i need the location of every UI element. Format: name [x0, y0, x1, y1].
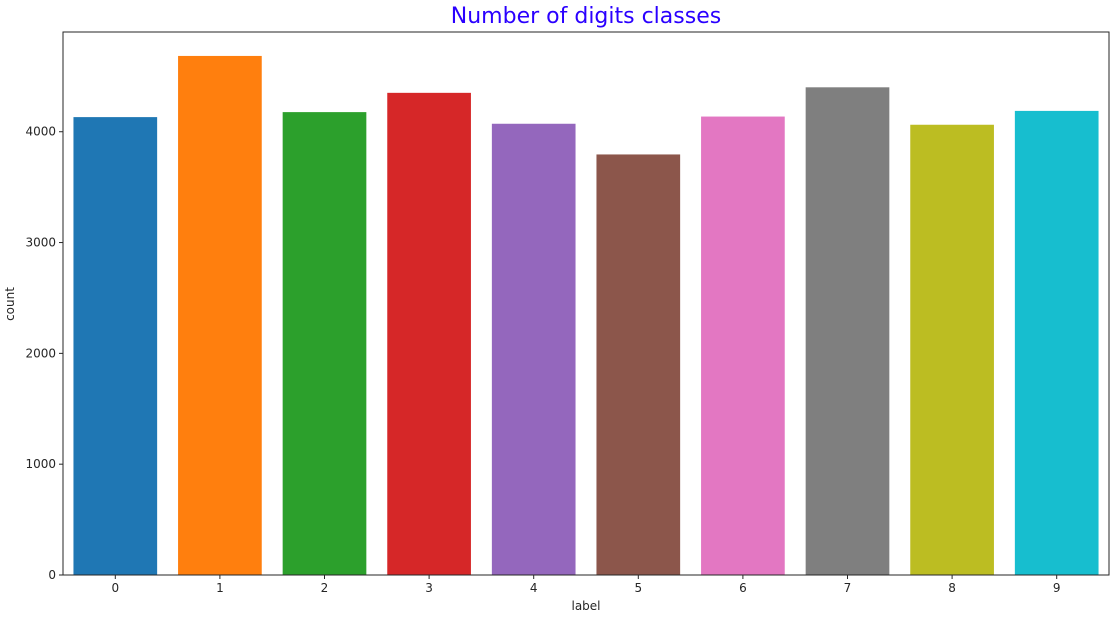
bar-9 — [1014, 110, 1099, 576]
x-tick-label: 7 — [844, 581, 852, 595]
x-tick-label: 8 — [948, 581, 956, 595]
bar-1 — [178, 55, 262, 575]
plot-area — [73, 55, 1099, 576]
bar-3 — [387, 92, 471, 575]
x-tick-label: 4 — [530, 581, 538, 595]
bar-8 — [910, 124, 994, 575]
bar-6 — [701, 116, 785, 576]
bar-0 — [73, 117, 158, 576]
x-tick-label: 0 — [111, 581, 119, 595]
x-axis-label: label — [571, 599, 600, 613]
y-tick-label: 4000 — [25, 125, 56, 139]
x-axis: 0 1 2 3 4 5 6 7 8 9 — [111, 575, 1061, 595]
bar-4 — [491, 123, 576, 575]
x-tick-label: 3 — [425, 581, 433, 595]
x-tick-label: 2 — [321, 581, 329, 595]
x-tick-label: 9 — [1053, 581, 1061, 595]
chart-title: Number of digits classes — [451, 4, 721, 29]
plot-frame — [62, 31, 1110, 576]
x-tick-label: 1 — [216, 581, 224, 595]
y-tick-label: 1000 — [25, 457, 56, 471]
x-tick-label: 5 — [634, 581, 642, 595]
x-tick-label: 6 — [739, 581, 747, 595]
y-tick-label: 3000 — [25, 236, 56, 250]
y-tick-label: 2000 — [25, 346, 56, 360]
bar-7 — [805, 87, 890, 576]
y-axis: 0 1000 2000 3000 4000 — [25, 125, 63, 582]
bar-2 — [282, 112, 367, 576]
y-tick-label: 0 — [48, 568, 56, 582]
bar-5 — [596, 154, 681, 575]
y-axis-label: count — [3, 287, 17, 321]
